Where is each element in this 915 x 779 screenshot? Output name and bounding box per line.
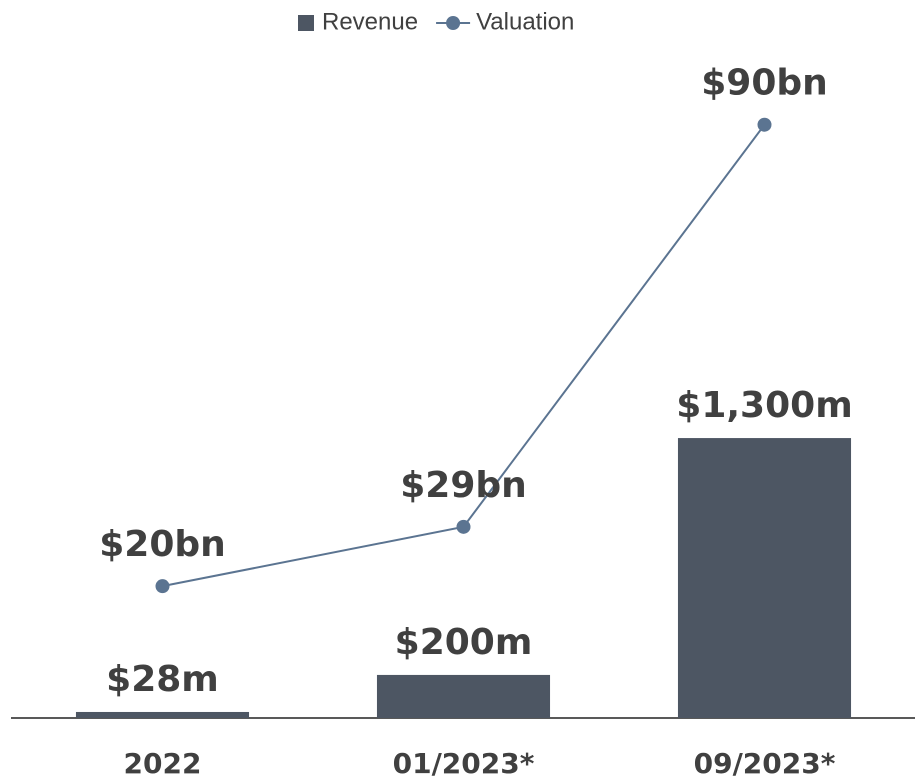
bar <box>376 674 551 718</box>
legend-marker <box>446 16 461 30</box>
line-value-label: $20bn <box>99 524 226 565</box>
line <box>162 124 766 588</box>
bar-value-label: $200m <box>395 622 533 663</box>
legend-swatch <box>298 15 314 31</box>
bar-value-label: $28m <box>106 659 219 700</box>
x-tick-label: 2022 <box>124 747 202 779</box>
line-marker <box>456 519 471 534</box>
line-value-label: $29bn <box>400 465 527 506</box>
x-tick-label: 01/2023* <box>393 747 535 779</box>
legend-label: Valuation <box>476 8 574 35</box>
legend-label: Revenue <box>322 8 418 35</box>
line-value-label: $90bn <box>701 63 828 104</box>
bar <box>75 711 250 718</box>
x-tick-label: 09/2023* <box>694 747 836 779</box>
bar-value-label: $1,300m <box>676 385 852 426</box>
bar <box>677 438 852 718</box>
line-marker <box>155 579 170 594</box>
line-marker <box>757 117 772 132</box>
